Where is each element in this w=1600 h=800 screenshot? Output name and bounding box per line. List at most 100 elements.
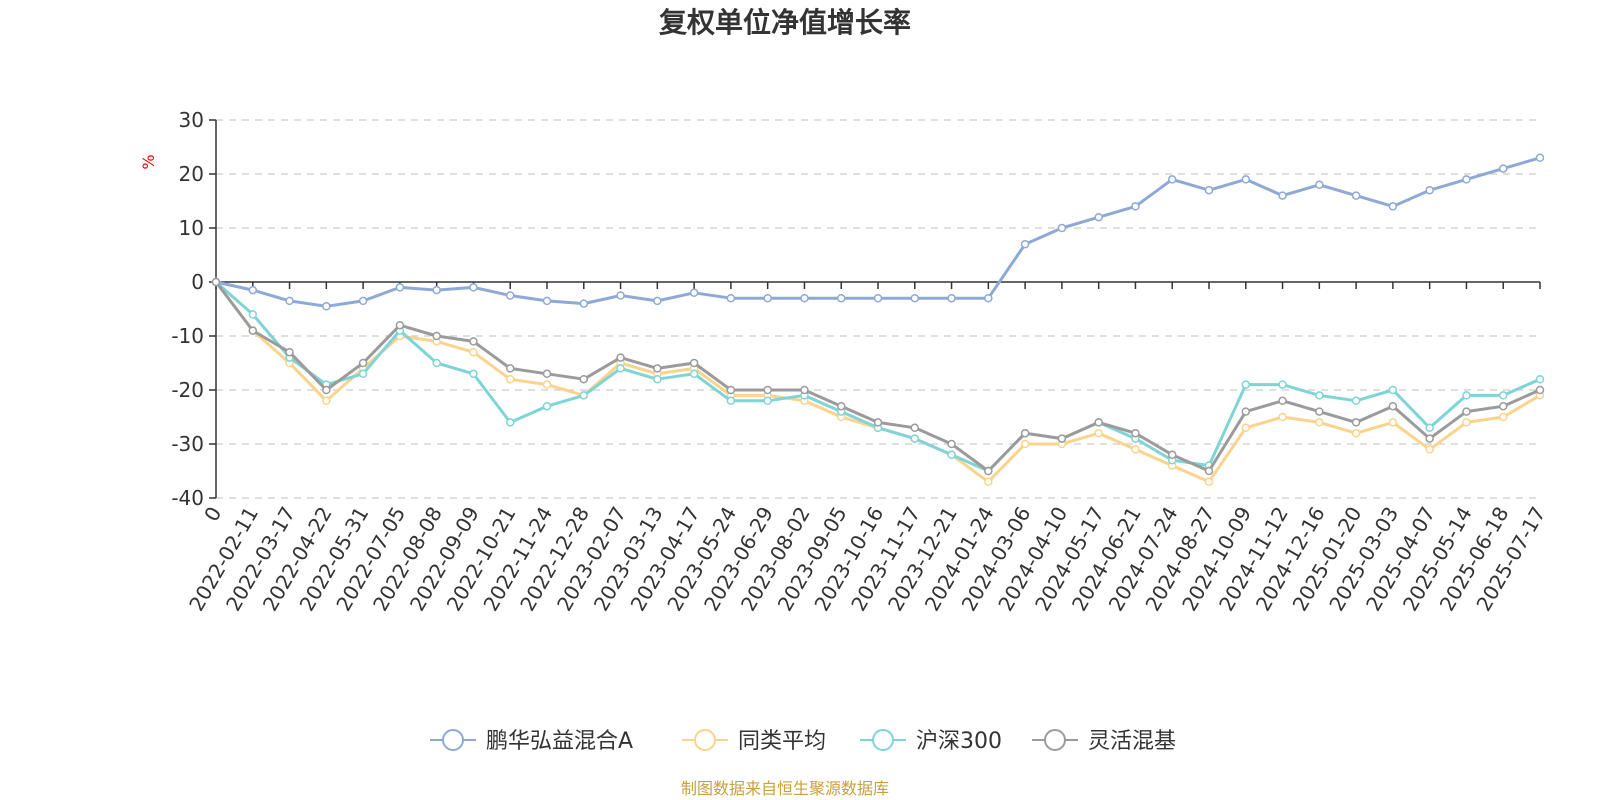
data-point — [1131, 202, 1140, 211]
series-group — [211, 277, 1545, 476]
data-point — [1351, 428, 1361, 438]
data-point — [505, 418, 515, 427]
y-tick-label: 20 — [179, 162, 204, 186]
data-point — [285, 296, 294, 306]
data-point — [1094, 212, 1103, 222]
data-point — [1241, 380, 1251, 389]
data-point — [873, 418, 883, 427]
data-point — [469, 283, 478, 292]
data-point — [248, 326, 258, 335]
legend-swatch-circle — [442, 729, 464, 751]
data-point — [800, 385, 809, 395]
data-point — [469, 347, 478, 357]
data-point — [432, 285, 441, 295]
data-point — [1057, 434, 1067, 443]
data-point — [1167, 175, 1177, 184]
data-point — [285, 347, 294, 357]
data-point — [395, 283, 405, 292]
data-point — [1498, 412, 1508, 422]
data-point — [1278, 380, 1287, 389]
data-point — [910, 423, 920, 433]
series-group — [211, 153, 1545, 311]
data-point — [395, 320, 405, 330]
legend-label: 灵活混基 — [1088, 729, 1176, 754]
data-point — [1315, 418, 1324, 427]
data-point — [542, 296, 552, 306]
data-point — [616, 364, 625, 373]
data-point — [505, 374, 515, 384]
data-point — [1131, 428, 1140, 438]
y-tick-label: -20 — [171, 378, 204, 402]
data-point — [763, 396, 772, 406]
data-point — [1388, 418, 1398, 427]
series-group — [211, 277, 1545, 487]
legend-swatch-circle — [1044, 729, 1066, 751]
data-point — [1167, 450, 1177, 460]
data-point — [432, 358, 441, 368]
legend-item[interactable]: 灵活混基 — [1032, 729, 1176, 754]
data-point — [1315, 407, 1324, 416]
data-point — [1462, 175, 1471, 184]
data-point — [1278, 191, 1287, 200]
data-point — [1425, 434, 1434, 443]
data-point — [1204, 477, 1214, 487]
data-point — [653, 364, 662, 373]
y-tick-label: -10 — [171, 324, 204, 348]
series-group — [211, 277, 1545, 476]
legend-item[interactable]: 沪深300 — [860, 729, 1002, 754]
data-point — [1241, 423, 1251, 433]
legend-label: 沪深300 — [916, 729, 1002, 754]
data-point — [1020, 439, 1030, 449]
data-point — [322, 396, 331, 406]
legend-label: 鹏华弘益混合A — [486, 729, 633, 754]
data-point — [947, 293, 956, 303]
grid — [216, 119, 1540, 499]
data-point — [616, 353, 625, 362]
data-point — [1351, 396, 1361, 406]
data-point — [358, 369, 368, 379]
data-point — [1498, 391, 1508, 400]
data-point — [726, 385, 736, 395]
data-point — [1315, 391, 1324, 400]
data-point — [211, 277, 221, 287]
data-point — [432, 331, 441, 341]
data-point — [726, 396, 736, 406]
legend-item[interactable]: 鹏华弘益混合A — [430, 729, 633, 754]
data-point — [616, 291, 625, 300]
data-point — [984, 466, 993, 476]
data-point — [910, 293, 920, 303]
data-point — [1498, 164, 1508, 173]
data-point — [1535, 374, 1545, 384]
chart-title: 复权单位净值增长率 — [659, 6, 911, 39]
series-line — [215, 280, 1541, 473]
data-point — [984, 293, 993, 303]
data-point — [1388, 385, 1398, 395]
data-point — [1094, 418, 1103, 427]
data-point — [1425, 445, 1434, 454]
data-point — [579, 374, 589, 384]
data-point — [1057, 223, 1067, 233]
data-point — [1278, 396, 1287, 406]
data-point — [1535, 153, 1545, 163]
data-point — [947, 439, 956, 449]
data-point — [542, 380, 552, 389]
data-point — [1278, 412, 1287, 422]
y-axis-unit: % — [139, 154, 158, 169]
data-point — [505, 291, 515, 300]
data-point — [873, 293, 883, 303]
data-point — [1204, 185, 1214, 195]
data-point — [1462, 407, 1471, 416]
data-point — [910, 434, 920, 443]
y-tick-label: -30 — [171, 432, 204, 456]
x-tick-label: 0 — [199, 503, 226, 526]
data-point — [763, 385, 772, 395]
data-point — [579, 299, 589, 308]
series-line — [214, 281, 1541, 484]
data-point — [689, 288, 699, 298]
data-point — [726, 293, 736, 303]
data-point — [542, 401, 552, 411]
data-point — [1241, 407, 1251, 416]
legend-item[interactable]: 同类平均 — [682, 729, 826, 754]
legend-label: 同类平均 — [738, 729, 826, 754]
legend-swatch-circle — [694, 729, 716, 751]
